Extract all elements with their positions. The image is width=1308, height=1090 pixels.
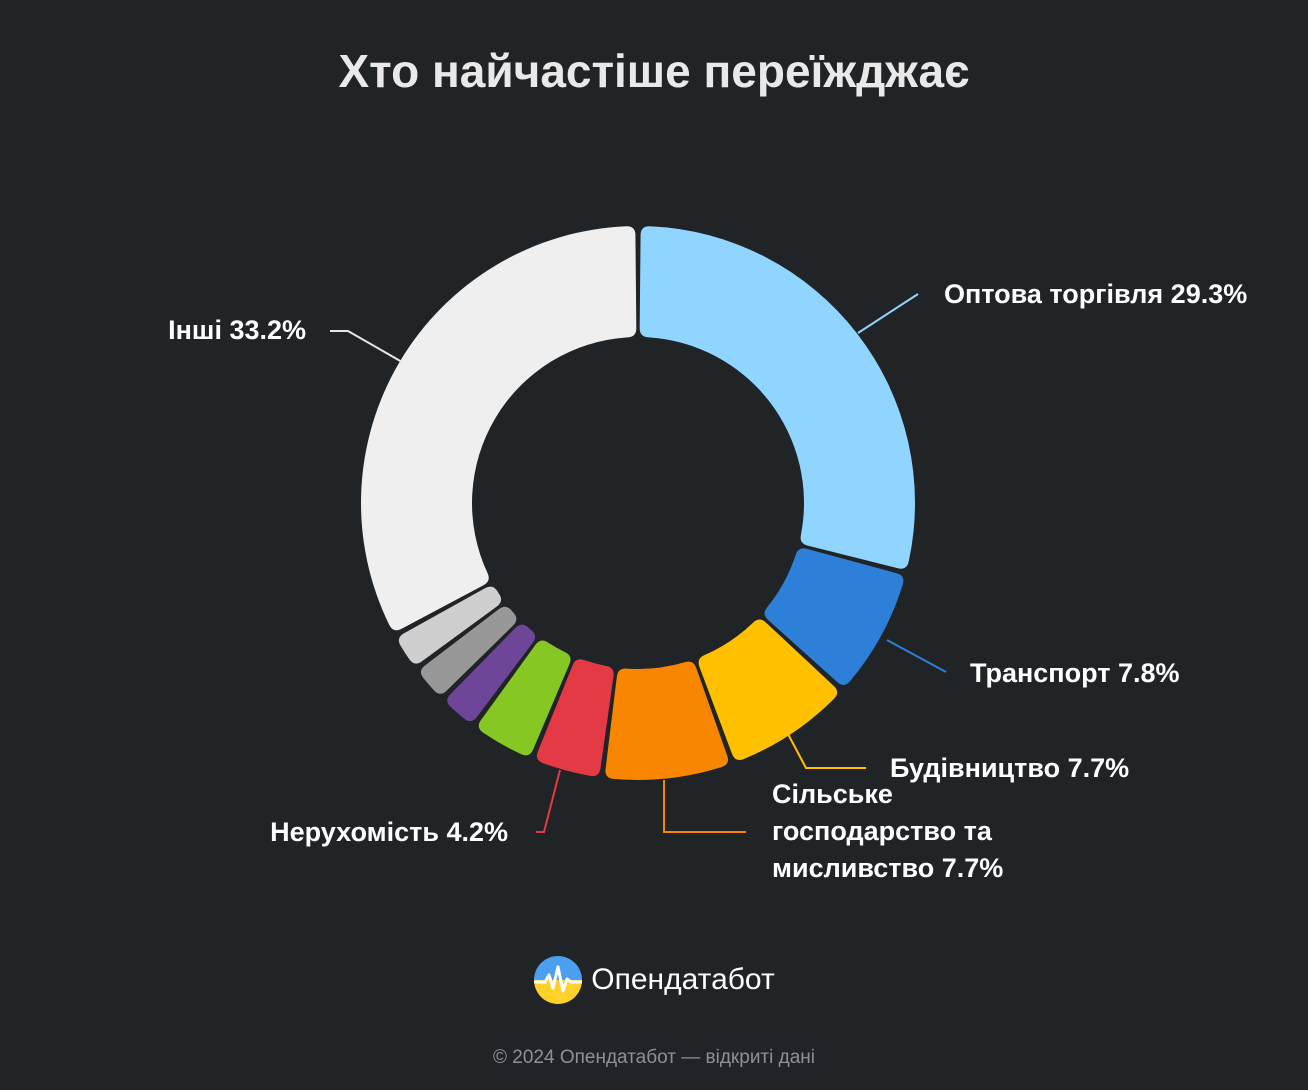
brand-name: Опендатабот (591, 963, 775, 996)
leader-line-real-estate (536, 769, 561, 833)
slice-construction (698, 619, 838, 761)
slice-label-line: Оптова торгівля 29.3% (944, 279, 1247, 309)
slice-real-estate (536, 659, 614, 777)
leader-line-agriculture (663, 780, 746, 833)
slice-label-wholesale: Оптова торгівля 29.3% (944, 279, 1247, 309)
donut-chart: Оптова торгівля 29.3% Транспорт 7.8% Будів… (168, 226, 1247, 883)
slice-label-line: Інші 33.2% (168, 315, 306, 345)
brand: Опендатабот (0, 955, 1308, 1005)
slice-transport (764, 548, 904, 685)
label-leaders (330, 293, 947, 833)
slice-label-real-estate: Нерухомість 4.2% (270, 817, 508, 847)
slice-label-transport: Транспорт 7.8% (970, 658, 1180, 688)
slice-8 (420, 606, 517, 694)
footer-copyright: © 2024 Опендатабот — відкриті дані (493, 1047, 815, 1068)
leader-line-transport (886, 639, 947, 673)
slice-9 (398, 586, 502, 664)
slice-label-agriculture: Сільське господарство та мисливство 7.7% (772, 779, 1003, 883)
slice-label-line: мисливство 7.7% (772, 853, 1003, 883)
slice-label-others: Інші 33.2% (168, 315, 306, 345)
donut-slices (360, 226, 916, 780)
slice-wholesale (639, 226, 916, 569)
slice-7 (447, 624, 536, 722)
slice-label-construction: Будівництво 7.7% (890, 753, 1129, 783)
slice-agriculture (605, 661, 729, 780)
leader-line-construction (787, 733, 866, 769)
opendatabot-logo-icon (534, 956, 583, 1004)
slice-6 (478, 640, 571, 756)
slice-label-line: Нерухомість 4.2% (270, 817, 508, 847)
slice-labels: Оптова торгівля 29.3% Транспорт 7.8% Будів… (168, 279, 1247, 883)
slice-label-line: Сільське (772, 779, 893, 809)
slice-label-line: Будівництво 7.7% (890, 753, 1129, 783)
leader-line-wholesale (857, 293, 919, 334)
slice-label-line: Транспорт 7.8% (970, 658, 1180, 688)
leader-line-others (330, 330, 403, 363)
slice-others (360, 226, 637, 631)
slice-label-line: господарство та (772, 816, 993, 846)
chart-title: Хто найчастіше переїжджає (338, 45, 970, 97)
